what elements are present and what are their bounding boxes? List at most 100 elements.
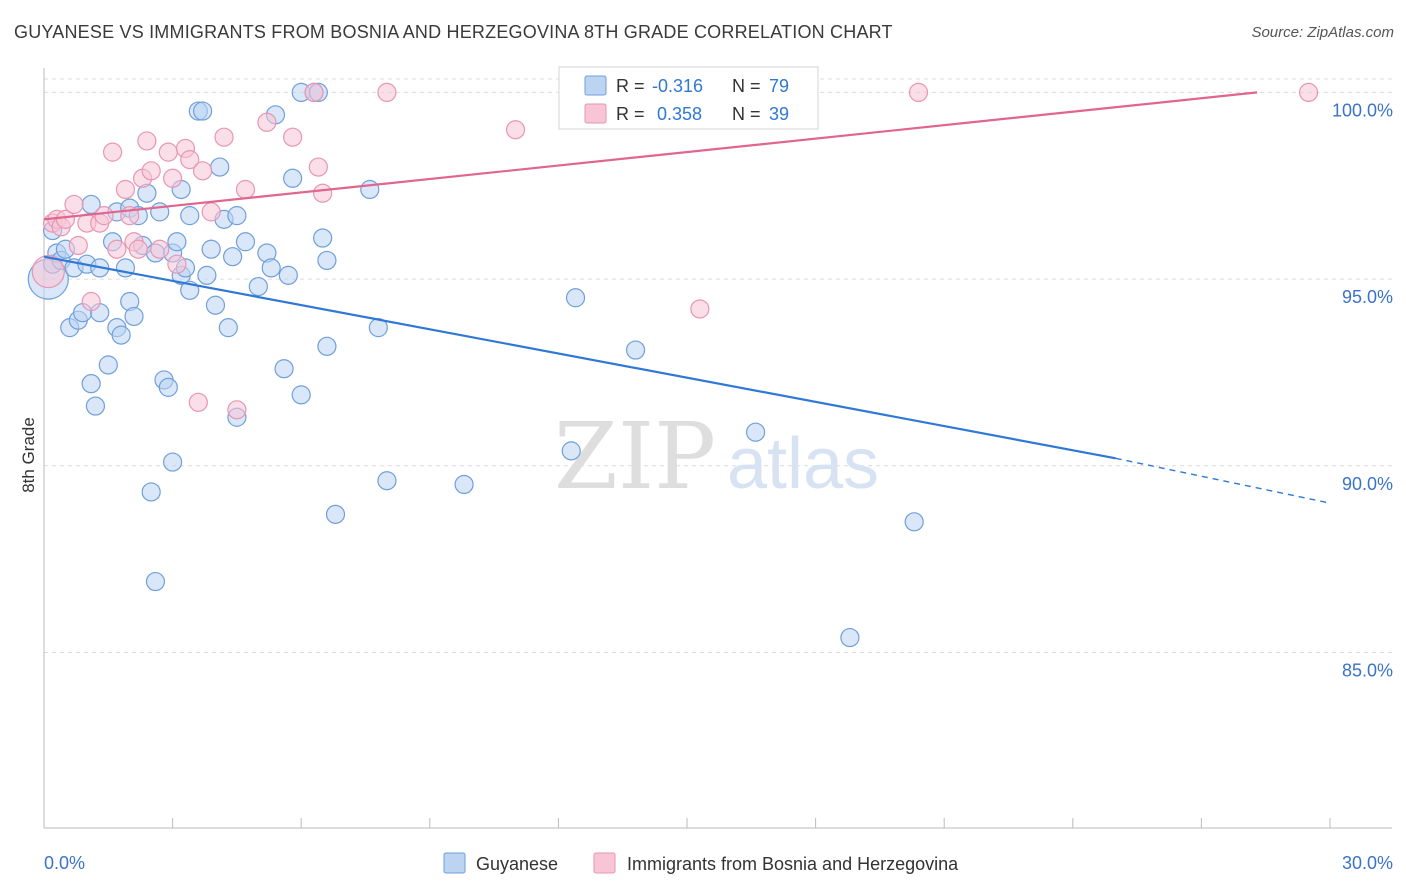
- y-tick-label: 100.0%: [1332, 100, 1393, 120]
- bottom-legend-swatch-bosnia: [593, 852, 616, 874]
- guyanese-point: [317, 250, 337, 271]
- legend-n-label-2: N =: [732, 104, 761, 124]
- x-tick-label: 0.0%: [44, 853, 85, 873]
- guyanese-point: [163, 452, 183, 472]
- guyanese-point: [197, 265, 217, 285]
- bosnia-point: [107, 239, 127, 259]
- guyanese-point: [283, 168, 303, 188]
- bosnia-point: [304, 82, 324, 103]
- tick-labels: 100.0% 95.0% 90.0% 85.0% 0.0% 30.0%: [44, 100, 1393, 873]
- guyanese-point: [745, 422, 766, 442]
- guyanese-point: [124, 306, 144, 327]
- legend-swatch-bosnia: [584, 103, 607, 124]
- bottom-legend-swatch-guyanese: [443, 852, 466, 874]
- legend-n-value-1: 79: [769, 76, 789, 96]
- guyanese-point: [565, 288, 586, 308]
- guyanese-point: [180, 206, 200, 226]
- legend-r-label-1: R =: [616, 76, 645, 96]
- guyanese-point: [98, 355, 118, 375]
- bosnia-point: [308, 157, 328, 177]
- legend-n-value-2: 39: [769, 104, 789, 124]
- guyanese-point: [325, 504, 346, 524]
- guyanese-point: [81, 374, 101, 394]
- bosnia-point: [94, 206, 114, 226]
- guyanese-point: [167, 232, 187, 252]
- bosnia-point: [257, 112, 277, 132]
- guyanese-point: [111, 325, 131, 345]
- bottom-legend-label-bosnia: Immigrants from Bosnia and Herzegovina: [627, 854, 959, 874]
- chart-title: GUYANESE VS IMMIGRANTS FROM BOSNIA AND H…: [14, 22, 893, 42]
- guyanese-point: [141, 482, 161, 502]
- data-points: [27, 82, 1319, 648]
- bosnia-point: [137, 131, 157, 151]
- bosnia-point: [227, 400, 247, 420]
- guyanese-point: [840, 627, 860, 648]
- y-tick-label: 90.0%: [1342, 474, 1393, 494]
- guyanese-point: [317, 336, 337, 356]
- bosnia-point: [128, 239, 148, 259]
- guyanese-trend-line: [43, 255, 1116, 460]
- bosnia-point: [180, 150, 200, 170]
- guyanese-point: [218, 318, 238, 338]
- grid-lines: [44, 78, 1392, 654]
- watermark-zip: ZIP: [554, 403, 716, 510]
- bosnia-point: [64, 194, 84, 215]
- bosnia-point: [102, 142, 123, 162]
- bosnia-point: [81, 291, 101, 312]
- trend-lines: [43, 91, 1331, 504]
- guyanese-point: [313, 228, 333, 248]
- guyanese-point: [261, 258, 281, 278]
- guyanese-point: [158, 377, 178, 397]
- series-legend: Guyanese Immigrants from Bosnia and Herz…: [443, 852, 959, 874]
- bosnia-point: [1298, 82, 1319, 103]
- bosnia-point: [141, 161, 161, 181]
- legend-swatch-guyanese: [584, 75, 607, 96]
- x-tick-label: 30.0%: [1342, 853, 1393, 873]
- y-tick-label: 85.0%: [1342, 661, 1393, 681]
- guyanese-point: [227, 206, 247, 226]
- bosnia-point: [188, 392, 208, 412]
- legend-r-value-2: 0.358: [657, 104, 702, 124]
- stats-legend: R = -0.316 N = 79 R = 0.358 N = 39: [558, 66, 819, 130]
- guyanese-point: [360, 179, 380, 200]
- zipatlas-watermark: ZIP atlas: [554, 403, 879, 510]
- bosnia-point: [193, 161, 213, 181]
- bosnia-point: [55, 209, 76, 229]
- bosnia-point: [235, 179, 256, 200]
- bottom-legend-label-guyanese: Guyanese: [476, 854, 558, 874]
- bosnia-point: [201, 202, 221, 222]
- bosnia-point: [505, 120, 526, 140]
- bosnia-point: [68, 235, 88, 256]
- bosnia-point: [163, 168, 183, 188]
- bosnia-point: [214, 127, 234, 147]
- guyanese-point: [561, 441, 581, 461]
- guyanese-point: [85, 396, 106, 416]
- guyanese-point: [205, 295, 226, 315]
- guyanese-point: [201, 239, 221, 259]
- bosnia-point: [313, 183, 333, 203]
- guyanese-point: [904, 512, 924, 532]
- guyanese-point: [145, 571, 166, 592]
- guyanese-point: [210, 157, 230, 177]
- legend-r-value-1: -0.316: [652, 76, 703, 96]
- legend-r-label-2: R =: [616, 104, 645, 124]
- y-tick-label: 95.0%: [1342, 287, 1393, 307]
- y-axis-label: 8th Grade: [19, 417, 38, 493]
- guyanese-point: [625, 340, 646, 360]
- bosnia-point: [167, 254, 187, 274]
- guyanese-point: [248, 276, 268, 297]
- bosnia-point: [150, 239, 170, 259]
- guyanese-point: [278, 265, 298, 285]
- bosnia-point: [690, 299, 710, 319]
- guyanese-point: [454, 474, 474, 495]
- guyanese-point: [193, 101, 213, 121]
- bosnia-point: [908, 82, 929, 103]
- guyanese-point: [223, 247, 243, 267]
- guyanese-point: [377, 471, 397, 491]
- bosnia-point: [115, 179, 136, 200]
- bosnia-trend-line: [43, 91, 1258, 221]
- guyanese-point: [235, 232, 256, 252]
- source-credit: Source: ZipAtlas.com: [1251, 24, 1394, 41]
- guyanese-point: [274, 359, 294, 379]
